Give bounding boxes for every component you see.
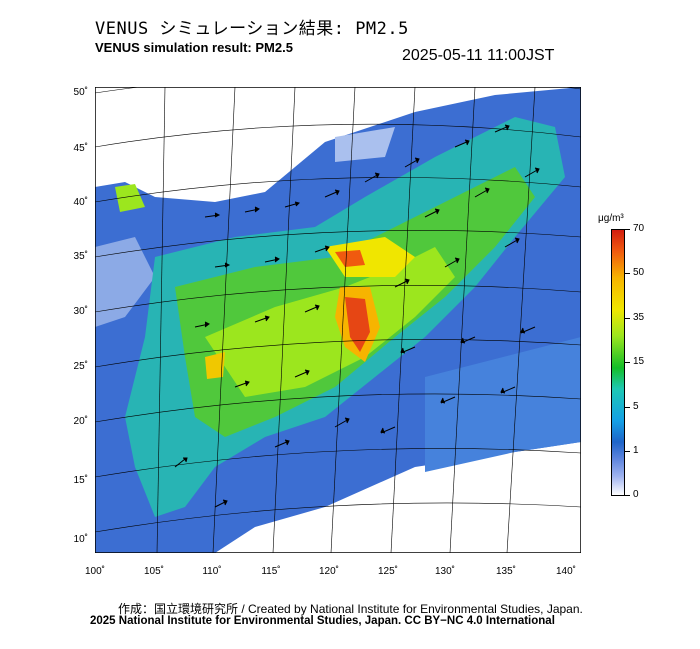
lon-label-120: 120˚ [318,566,339,577]
colorbar-label-15: 15 [633,356,645,367]
lon-label-125: 125˚ [377,566,398,577]
colorbar-label-50: 50 [633,267,645,278]
credit-line-2: 2025 National Institute for Environmenta… [90,615,555,627]
colorbar-label-70: 70 [633,223,645,234]
lat-label-45: 45˚ [73,143,88,154]
pm25-map [95,87,581,553]
lon-label-100: 100˚ [84,566,105,577]
lat-label-15: 15˚ [73,475,88,486]
lat-label-40: 40˚ [73,197,88,208]
lat-label-50: 50˚ [73,87,88,98]
colorbar-label-1: 1 [633,445,639,456]
lat-label-35: 35˚ [73,251,88,262]
lat-label-25: 25˚ [73,361,88,372]
wind-vectors [174,124,540,508]
lon-label-130: 130˚ [434,566,455,577]
lon-label-105: 105˚ [143,566,164,577]
colorbar [611,229,625,496]
lon-label-135: 135˚ [495,566,516,577]
lon-label-140: 140˚ [555,566,576,577]
colorbar-label-35: 35 [633,312,645,323]
lat-label-30: 30˚ [73,306,88,317]
forecast-timestamp: 2025-05-11 11:00JST [402,47,555,64]
colorbar-unit: μg/m³ [598,213,624,224]
colorbar-label-5: 5 [633,401,639,412]
title-japanese: VENUS シミュレーション結果: PM2.5 [95,19,409,39]
lon-label-115: 115˚ [261,566,281,577]
lon-label-110: 110˚ [202,566,222,577]
pm25-hotspot [345,297,370,352]
title-english: VENUS simulation result: PM2.5 [95,40,293,55]
lat-label-10: 10˚ [73,534,88,545]
colorbar-label-0: 0 [633,489,639,500]
lat-label-20: 20˚ [73,416,88,427]
credit-line-1: 作成：国立環境研究所 / Created by National Institu… [118,602,583,616]
